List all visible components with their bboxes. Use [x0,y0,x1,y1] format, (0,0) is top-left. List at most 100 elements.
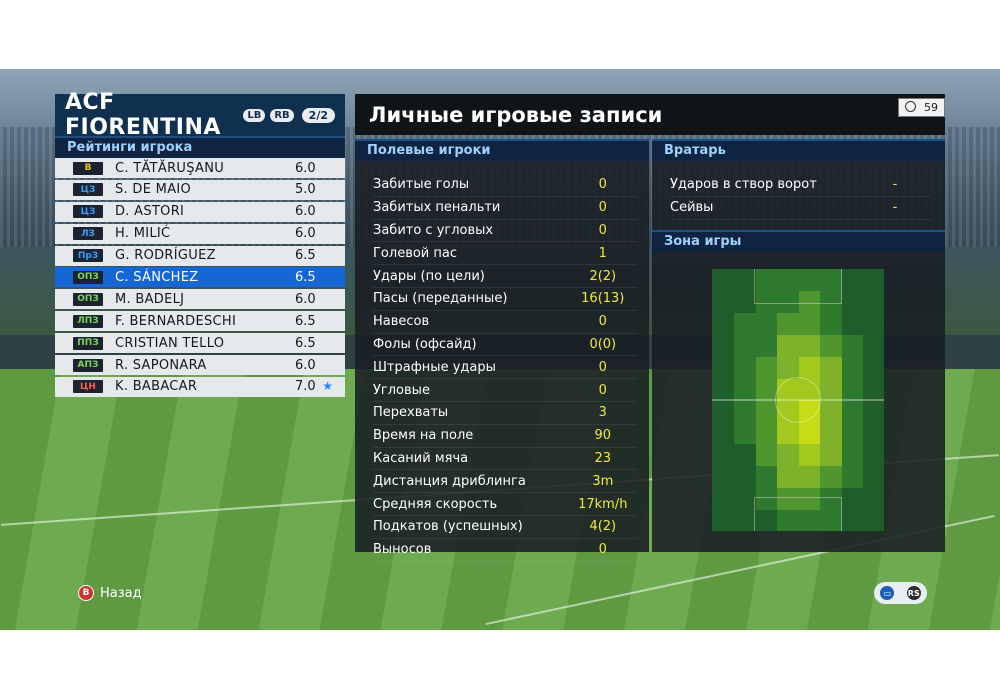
heatmap-cell [862,509,884,531]
clock-icon [905,101,916,112]
stat-row: Дистанция дриблинга 3m [373,470,637,494]
heatmap-cell [819,400,842,423]
position-badge: ОПЗ [73,270,103,284]
heatmap-cell [841,312,863,335]
heatmap-cell [862,465,884,488]
stat-row: Голевой пас 1 [373,242,637,266]
player-row[interactable]: ЛПЗ F. BERNARDESCHI 6.5 [55,311,345,332]
position-badge: ОПЗ [73,292,103,306]
player-name: C. TĂTĂRUŞANU [115,160,225,176]
heatmap-cell [841,509,863,531]
stat-label: Навесов [373,314,430,330]
heatmap-cell [776,487,799,510]
heatmap-cell [712,312,734,335]
heatmap-cell [841,356,863,379]
heatmap-cell [755,290,777,314]
heatmap-cell [798,487,820,510]
stats-list: Забитые голы 0 Забитых пенальти 0 Забито с у… [355,161,649,562]
player-row[interactable]: АПЗ R. SAPONARA 6.0 [55,355,345,376]
heatmap-cell [755,378,777,401]
chat-icon[interactable]: ▭ [880,586,895,600]
stat-label: Фолы (офсайд) [373,336,477,352]
stat-label: Касаний мяча [373,450,469,466]
heatmap-cell [776,356,799,379]
player-row[interactable]: ЦЗ D. ASTORI 6.0 [55,201,345,222]
player-name: G. RODRÍGUEZ [115,248,216,264]
stat-row: Забито с угловых 0 [373,220,637,243]
heatmap-cell [776,312,799,335]
heatmap-cell [841,400,863,423]
ratings-title: Рейтинги игрока [55,136,345,158]
heatmap-cell [798,312,820,335]
gk-stat-label: Ударов в створ ворот [670,177,817,193]
stat-row: Подкатов (успешных) 4(2) [373,516,637,539]
heatmap-cell [862,487,884,510]
stat-row: Выносов 0 [373,539,637,562]
heatmap-cell [755,487,777,510]
position-badge: ППЗ [73,336,103,350]
team-header: ACF FIORENTINA LB RB 2/2 [55,90,345,140]
heatmap-cell [841,465,863,488]
heatmap-cell [819,312,842,335]
player-row[interactable]: ОПЗ C. SÁNCHEZ 6.5 [55,267,345,288]
heatmap-cell [819,290,842,314]
goalkeeper-title: Вратарь [652,139,945,161]
heatmap-cell [733,312,756,335]
stat-value: 2(2) [589,268,617,284]
lb-button-icon[interactable]: LB [243,108,266,122]
player-rating: 6.0 [295,357,316,373]
player-row[interactable]: ЛЗ H. MILIĆ 6.0 [55,223,345,244]
play-zone-heatmap [712,269,884,531]
heatmap-cell [733,421,756,445]
rb-button-icon[interactable]: RB [270,108,294,122]
stat-row: Касаний мяча 23 [373,448,637,471]
position-badge: ЛПЗ [73,314,103,328]
heatmap-cell [798,465,820,488]
page-indicator: 2/2 [301,107,335,123]
gk-stat-value: - [892,200,898,216]
heatmap-cell [798,290,820,314]
heatmap-cell [798,334,820,357]
heatmap-cell [776,465,799,488]
player-row[interactable]: ОПЗ M. BADELJ 6.0 [55,289,345,310]
stat-label: Перехваты [373,405,449,421]
stat-row: Средняя скорость 17km/h [373,493,637,516]
heatmap-cell [755,443,777,466]
heatmap-cell [819,487,842,510]
rs-stick-icon[interactable]: RS [906,586,921,600]
player-name: S. DE MAIO [115,182,192,198]
stat-row: Штрафные удары 0 [373,356,637,380]
heatmap-cell [862,334,884,357]
records-panel: Личные игровые записи 59 Полевые игроки … [355,94,945,562]
heatmap-cell [841,269,863,292]
stat-label: Дистанция дриблинга [373,473,526,489]
heatmap-cell [776,509,799,531]
player-row[interactable]: В C. TĂTĂRUŞANU 6.0 [55,158,345,178]
heatmap-cell [733,356,756,379]
heatmap-cell [841,334,863,357]
heatmap-cell [798,269,820,292]
heatmap-cell [841,443,863,466]
player-row[interactable]: ППЗ CRISTIAN TELLO 6.5 [55,333,345,354]
position-badge: АПЗ [73,358,103,372]
player-row[interactable]: ПрЗ G. RODRÍGUEZ 6.5 [55,245,345,266]
chat-control[interactable]: ▭ RS [874,582,927,604]
player-rating: 5.0 [295,182,316,198]
stat-row: Пасы (переданные) 16(13) [373,288,637,311]
player-row[interactable]: ЦН K. BABACAR 7.0 ★ [55,376,345,397]
heatmap-cell [733,290,756,314]
player-row[interactable]: ЦЗ S. DE MAIO 5.0 [55,179,345,200]
heatmap-cell [733,400,756,423]
stat-label: Штрафные удары [373,359,496,375]
heatmap-cell [862,356,884,379]
player-name: CRISTIAN TELLO [115,335,225,351]
heatmap-cell [862,421,884,445]
team-name: ACF FIORENTINA [65,90,221,140]
stat-label: Забито с угловых [373,222,494,238]
stat-label: Забитых пенальти [373,200,501,216]
stat-value: 0 [598,382,607,398]
heatmap-cell [862,400,884,423]
zone-title: Зона игры [652,229,945,252]
heatmap-cell [712,509,734,531]
back-button[interactable]: B Назад [78,585,142,601]
